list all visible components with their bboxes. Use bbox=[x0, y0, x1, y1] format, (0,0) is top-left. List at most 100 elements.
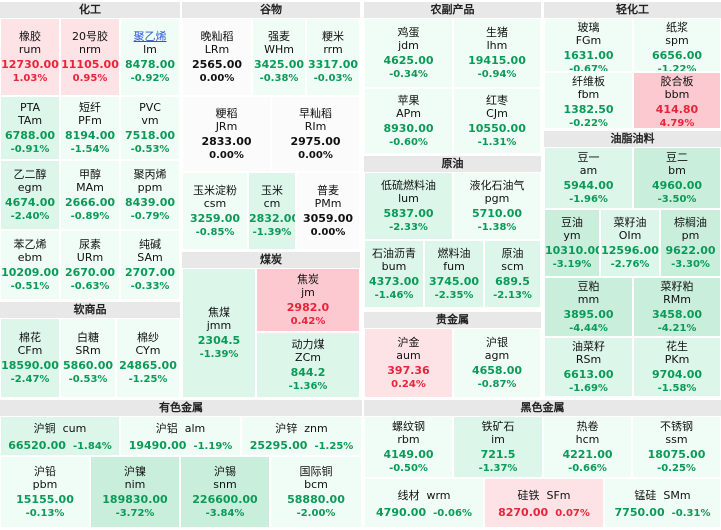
tile-ebm[interactable]: 苯乙烯 ebm 10209.00 -0.51% bbox=[0, 230, 60, 300]
contract-name: 石油沥青 bbox=[372, 247, 416, 260]
tile-smm[interactable]: 锰硅 SMm 7750.00 -0.31% bbox=[604, 478, 721, 528]
contract-name: 焦煤 bbox=[208, 306, 230, 319]
tile-ssm[interactable]: 不锈钢 ssm 18075.00 -0.25% bbox=[632, 416, 721, 478]
tile-ym[interactable]: 豆油 ym 10310.00 -3.19% bbox=[544, 209, 600, 277]
last-price: 1382.50 bbox=[563, 103, 614, 116]
tile-pm[interactable]: 棕榈油 pm 9622.00 -3.30% bbox=[660, 209, 721, 277]
tile-im[interactable]: 铁矿石 im 721.5 -1.37% bbox=[453, 416, 543, 478]
tile-whm[interactable]: 强麦 WHm 3425.00 -0.38% bbox=[252, 18, 306, 96]
tile-rim[interactable]: 早籼稻 RIm 2975.00 0.00% bbox=[271, 96, 360, 172]
tile-lrm[interactable]: 晚籼稻 LRm 2565.00 0.00% bbox=[182, 18, 252, 96]
last-price: 66520.00 bbox=[8, 439, 66, 452]
tile-alm[interactable]: 沪铝 alm 19490.00 -1.19% bbox=[120, 416, 241, 456]
contract-code: egm bbox=[17, 181, 43, 194]
tile-egm[interactable]: 乙二醇 egm 4674.00 -2.40% bbox=[0, 160, 60, 230]
section-header-oilseed: 油脂油料 bbox=[544, 131, 721, 147]
tile-nim[interactable]: 沪镍 nim 189830.00 -3.72% bbox=[90, 456, 180, 528]
contract-code: fbm bbox=[577, 88, 600, 101]
tile-lum[interactable]: 低硫燃料油 lum 5837.00 -2.33% bbox=[364, 172, 453, 240]
tile-oim[interactable]: 菜籽油 OIm 12596.00 -2.76% bbox=[600, 209, 660, 277]
tile-pfm[interactable]: 短纤 PFm 8194.00 -1.54% bbox=[60, 96, 120, 160]
contract-code: CYm bbox=[135, 344, 161, 357]
tile-hcm[interactable]: 热卷 hcm 4221.00 -0.66% bbox=[543, 416, 632, 478]
tile-mam[interactable]: 甲醇 MAm 2666.00 -0.89% bbox=[60, 160, 120, 230]
tile-wrm[interactable]: 线材 wrm 4790.00 -0.06% bbox=[364, 478, 484, 528]
tile-aum[interactable]: 沪金 aum 397.36 0.24% bbox=[364, 328, 453, 398]
tile-jmm[interactable]: 焦煤 jmm 2304.5 -1.39% bbox=[182, 268, 256, 398]
tile-rrm[interactable]: 粳米 rrm 3317.00 -0.03% bbox=[306, 18, 360, 96]
tile-bbm[interactable]: 胶合板 bbm 414.80 4.79% bbox=[633, 72, 721, 129]
tile-pkm[interactable]: 花生 PKm 9704.00 -1.58% bbox=[633, 337, 721, 397]
change-percent: -0.87% bbox=[477, 379, 517, 390]
tile-nrm[interactable]: 20号胶 nrm 11105.00 0.95% bbox=[60, 18, 120, 96]
contract-code: spm bbox=[665, 34, 689, 47]
change-percent: -1.36% bbox=[288, 381, 328, 392]
tile-bcm[interactable]: 国际铜 bcm 58880.00 -2.00% bbox=[270, 456, 362, 528]
contract-code: RIm bbox=[304, 120, 327, 133]
contract-code: snm bbox=[213, 478, 237, 491]
change-percent: -3.30% bbox=[671, 259, 710, 270]
tile-pgm[interactable]: 液化石油气 pgm 5710.00 -1.38% bbox=[453, 172, 541, 240]
contract-name: 棉花 bbox=[19, 331, 41, 344]
change-percent: -0.33% bbox=[130, 281, 170, 292]
tile-cfm[interactable]: 棉花 CFm 18590.00 -2.47% bbox=[0, 318, 60, 398]
tile-fbm[interactable]: 纤维板 fbm 1382.50 -0.22% bbox=[544, 72, 633, 129]
tile-cm[interactable]: 玉米 cm 2832.00 -1.39% bbox=[248, 172, 296, 250]
tile-fum[interactable]: 燃料油 fum 3745.00 -2.35% bbox=[424, 240, 484, 308]
contract-code: aum bbox=[396, 349, 421, 362]
tile-snm[interactable]: 沪锡 snm 226600.00 -3.84% bbox=[180, 456, 270, 528]
change-percent: -0.67% bbox=[569, 64, 608, 72]
last-price: 15155.00 bbox=[16, 493, 74, 506]
tile-csm[interactable]: 玉米淀粉 csm 3259.00 -0.85% bbox=[182, 172, 248, 250]
change-percent: -3.19% bbox=[552, 259, 592, 270]
tile-agm[interactable]: 沪银 agm 4658.00 -0.87% bbox=[453, 328, 541, 398]
tile-jdm[interactable]: 鸡蛋 jdm 4625.00 -0.34% bbox=[364, 18, 453, 88]
change-percent: 0.00% bbox=[209, 150, 244, 161]
tile-lm[interactable]: 聚乙烯 lm 8478.00 -0.92% bbox=[120, 18, 180, 96]
tile-cum[interactable]: 沪铜 cum 66520.00 -1.84% bbox=[0, 416, 120, 456]
tile-rmm[interactable]: 菜籽粕 RMm 3458.00 -4.21% bbox=[633, 277, 721, 337]
last-price: 3317.00 bbox=[307, 58, 359, 71]
contract-name: 不锈钢 bbox=[660, 420, 693, 433]
tile-urm[interactable]: 尿素 URm 2670.00 -0.63% bbox=[60, 230, 120, 300]
tile-lhm[interactable]: 生猪 lhm 19415.00 -0.94% bbox=[453, 18, 541, 88]
tile-mm[interactable]: 豆粕 mm 3895.00 -4.44% bbox=[544, 277, 633, 337]
section-header-agri: 农副产品 bbox=[364, 2, 541, 18]
tile-apm[interactable]: 苹果 APm 8930.00 -0.60% bbox=[364, 88, 453, 154]
last-price: 2833.00 bbox=[201, 135, 252, 148]
tile-cjm[interactable]: 红枣 CJm 10550.00 -1.31% bbox=[453, 88, 541, 154]
tile-zcm[interactable]: 动力煤 ZCm 844.2 -1.36% bbox=[256, 332, 360, 398]
tile-ppm[interactable]: 聚丙烯 ppm 8439.00 -0.79% bbox=[120, 160, 180, 230]
contract-code: jmm bbox=[206, 319, 232, 332]
contract-name: 低硫燃料油 bbox=[381, 179, 436, 192]
contract-name[interactable]: 聚乙烯 bbox=[133, 30, 167, 43]
tile-vm[interactable]: PVC vm 7518.00 -0.53% bbox=[120, 96, 180, 160]
tile-tam[interactable]: PTA TAm 6788.00 -0.91% bbox=[0, 96, 60, 160]
tile-rum[interactable]: 橡胶 rum 12730.00 1.03% bbox=[0, 18, 60, 96]
tile-pmm[interactable]: 普麦 PMm 3059.00 0.00% bbox=[296, 172, 360, 250]
tile-jrm[interactable]: 粳稻 JRm 2833.00 0.00% bbox=[182, 96, 271, 172]
change-percent: -0.53% bbox=[68, 374, 108, 385]
tile-jm[interactable]: 焦炭 jm 2982.0 0.42% bbox=[256, 268, 360, 332]
tile-scm[interactable]: 原油 scm 689.5 -2.13% bbox=[484, 240, 541, 308]
tile-pbm[interactable]: 沪铅 pbm 15155.00 -0.13% bbox=[0, 456, 90, 528]
last-price: 6613.00 bbox=[563, 368, 614, 381]
contract-code: csm bbox=[203, 197, 227, 210]
last-price: 10310.00 bbox=[545, 244, 600, 257]
tile-am[interactable]: 豆一 am 5944.00 -1.96% bbox=[544, 147, 633, 209]
tile-srm[interactable]: 白糖 SRm 5860.00 -0.53% bbox=[60, 318, 116, 398]
tile-znm[interactable]: 沪锌 znm 25295.00 -1.25% bbox=[241, 416, 362, 456]
tile-sfm[interactable]: 硅铁 SFm 8270.00 0.07% bbox=[484, 478, 604, 528]
last-price: 19415.00 bbox=[468, 54, 526, 67]
contract-code: bm bbox=[668, 164, 686, 177]
tile-rsm[interactable]: 油菜籽 RSm 6613.00 -1.69% bbox=[544, 337, 633, 397]
tile-sam[interactable]: 纯碱 SAm 2707.00 -0.33% bbox=[120, 230, 180, 300]
last-price: 3458.00 bbox=[651, 308, 703, 321]
tile-rbm[interactable]: 螺纹钢 rbm 4149.00 -0.50% bbox=[364, 416, 453, 478]
tile-spm[interactable]: 纸浆 spm 6656.00 -1.22% bbox=[633, 18, 721, 72]
tile-cym[interactable]: 棉纱 CYm 24865.00 -1.25% bbox=[116, 318, 180, 398]
tile-bum[interactable]: 石油沥青 bum 4373.00 -1.46% bbox=[364, 240, 424, 308]
tile-bm[interactable]: 豆二 bm 4960.00 -3.50% bbox=[633, 147, 721, 209]
change-percent: -0.22% bbox=[569, 118, 608, 129]
tile-fgm[interactable]: 玻璃 FGm 1631.00 -0.67% bbox=[544, 18, 633, 72]
